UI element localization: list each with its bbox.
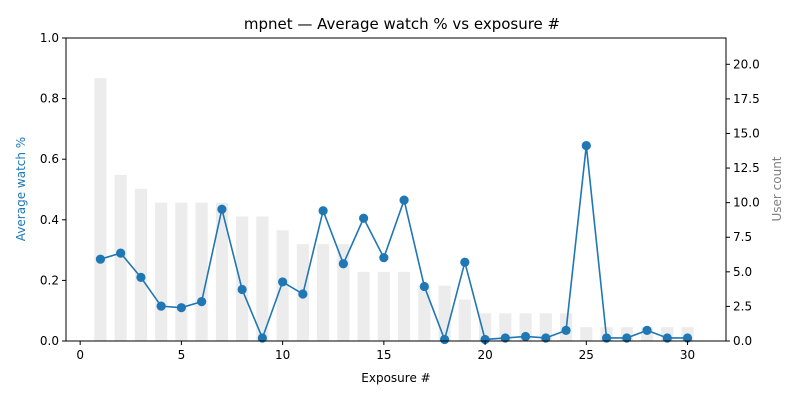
y-right-tick-label: 17.5 xyxy=(733,92,760,106)
data-point xyxy=(359,213,369,223)
data-point xyxy=(237,284,247,295)
x-tick-label: 10 xyxy=(275,348,290,362)
bar xyxy=(317,244,330,341)
bar xyxy=(499,313,512,341)
bar xyxy=(236,216,249,341)
chart-title: mpnet — Average watch % vs exposure # xyxy=(244,15,560,33)
x-axis-label: Exposure # xyxy=(361,371,430,385)
bar xyxy=(479,313,492,341)
data-point xyxy=(136,272,146,282)
data-point xyxy=(480,334,490,345)
bar xyxy=(580,327,593,341)
data-point xyxy=(298,289,308,299)
data-point xyxy=(520,331,531,342)
data-point xyxy=(278,277,288,287)
y-left-tick-label: 0.6 xyxy=(40,152,59,166)
bar xyxy=(337,244,350,341)
y-right-tick-label: 20.0 xyxy=(733,57,760,71)
y-right-tick-label: 7.5 xyxy=(733,230,752,244)
y-right-tick-label: 15.0 xyxy=(733,126,760,140)
axes: 0 5 10 15 20 25 30 0.0 0.2 0.4 0.6 0.8 1.0 0.0 2.5 5.0 7… xyxy=(40,31,760,362)
y-right-tick-label: 5.0 xyxy=(733,265,752,279)
data-point xyxy=(338,259,348,269)
y-axis-left-label: Average watch % xyxy=(14,137,28,241)
y-right-tick-label: 12.5 xyxy=(733,161,760,175)
data-point xyxy=(419,281,429,292)
bar xyxy=(398,271,411,341)
data-point xyxy=(176,303,186,313)
data-point xyxy=(439,334,450,345)
data-point xyxy=(197,297,207,307)
bar xyxy=(458,299,471,341)
y-axis-right-label: User count xyxy=(770,156,784,221)
x-tick-label: 30 xyxy=(680,348,695,362)
y-right-tick-label: 10.0 xyxy=(733,196,760,210)
bar xyxy=(418,285,431,341)
bar xyxy=(377,271,390,341)
plot-frame xyxy=(65,37,727,342)
data-point xyxy=(318,206,328,216)
data-point xyxy=(500,333,510,343)
data-point xyxy=(541,333,551,343)
x-tick-label: 0 xyxy=(76,348,84,362)
bar xyxy=(114,174,127,341)
data-point xyxy=(622,333,632,343)
x-tick-label: 5 xyxy=(178,348,186,362)
bar xyxy=(215,202,228,341)
y-left-tick-label: 0.0 xyxy=(40,334,59,348)
line-series-average-watch xyxy=(95,140,693,345)
data-point xyxy=(662,333,672,343)
y-left-tick-label: 0.2 xyxy=(40,273,59,287)
data-point xyxy=(460,257,470,267)
data-point xyxy=(95,254,106,264)
bar-series-user-count xyxy=(94,78,694,341)
bar xyxy=(94,78,107,341)
bar xyxy=(438,285,451,341)
y-left-tick-label: 1.0 xyxy=(40,31,59,45)
bar xyxy=(134,188,147,341)
data-point xyxy=(379,253,389,263)
data-point xyxy=(217,204,227,214)
y-left-tick-label: 0.4 xyxy=(40,213,59,227)
data-point xyxy=(156,301,166,311)
data-point xyxy=(682,333,693,343)
data-point xyxy=(561,325,571,335)
y-right-tick-label: 0.0 xyxy=(733,334,752,348)
bar xyxy=(175,202,188,341)
bar xyxy=(195,202,208,341)
bar xyxy=(539,313,552,341)
y-left-tick-label: 0.8 xyxy=(40,92,59,106)
data-point xyxy=(399,195,409,205)
data-point xyxy=(642,325,652,335)
data-point xyxy=(116,248,126,258)
x-tick-label: 25 xyxy=(579,348,594,362)
bar xyxy=(256,216,269,341)
data-point xyxy=(601,333,612,343)
data-point xyxy=(581,140,591,151)
series-line xyxy=(100,145,688,343)
bar xyxy=(155,202,168,341)
data-point xyxy=(257,333,267,343)
x-tick-label: 15 xyxy=(376,348,391,362)
y-right-tick-label: 2.5 xyxy=(733,299,752,313)
x-tick-label: 20 xyxy=(477,348,492,362)
bar xyxy=(357,271,370,341)
